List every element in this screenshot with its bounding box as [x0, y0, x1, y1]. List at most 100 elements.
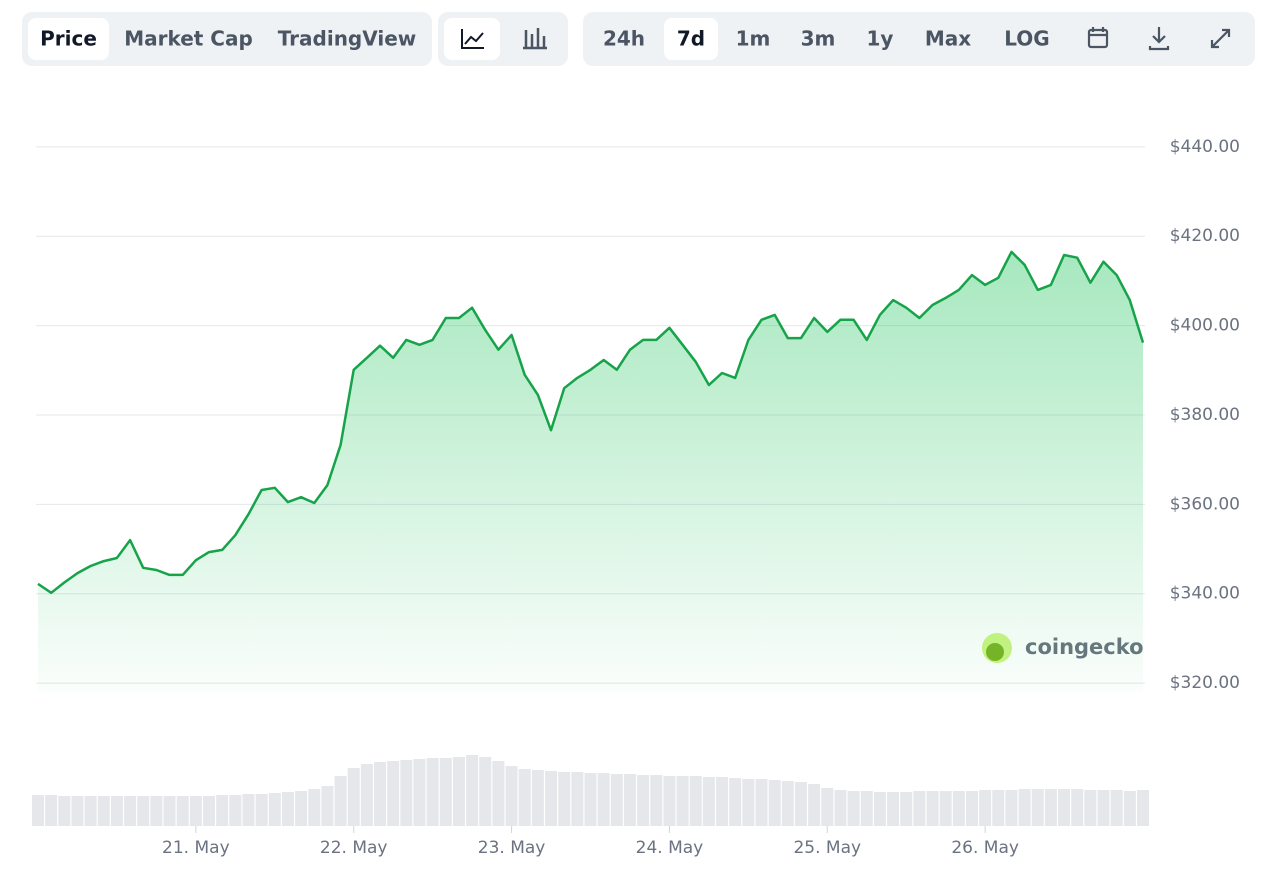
volume-bar — [45, 795, 58, 826]
volume-bar — [321, 786, 334, 826]
volume-bar — [821, 788, 834, 826]
y-tick-label: $420.00 — [1170, 226, 1240, 246]
range-button[interactable]: 7d — [677, 27, 705, 51]
volume-bar — [466, 755, 479, 826]
range-button[interactable]: 3m — [801, 27, 836, 51]
volume-bar — [992, 790, 1005, 826]
volume-bar — [637, 775, 650, 826]
view-toolbar — [22, 12, 432, 66]
volume-bar — [137, 796, 150, 826]
volume-bar — [295, 791, 308, 826]
volume-bar — [84, 796, 97, 826]
volume-bar — [216, 795, 229, 826]
volume-bar — [400, 760, 413, 826]
volume-bar — [176, 796, 189, 826]
view-button[interactable]: Market Cap — [124, 27, 253, 51]
range-button[interactable]: Max — [925, 27, 971, 51]
volume-bar — [255, 794, 268, 826]
volume-bar — [124, 796, 137, 826]
volume-bar — [716, 777, 729, 826]
volume-bar — [71, 796, 84, 826]
view-button-bg[interactable] — [28, 18, 109, 60]
volume-bar — [808, 784, 821, 826]
volume-bar — [347, 768, 360, 826]
volume-bar — [360, 764, 373, 826]
volume-bar — [1137, 790, 1149, 826]
x-tick-label: 21. May — [162, 838, 230, 858]
volume-bar — [203, 796, 216, 826]
volume-bar — [531, 770, 544, 826]
volume-bar — [189, 796, 202, 826]
volume-bar — [689, 776, 702, 826]
line-icon — [461, 29, 484, 49]
volume-bar — [1084, 790, 1097, 826]
volume-bar — [926, 791, 939, 826]
volume-bar — [492, 761, 505, 826]
calendar-icon[interactable] — [1087, 28, 1109, 49]
range-button[interactable]: LOG — [1004, 27, 1049, 51]
range-button[interactable]: 1m — [736, 27, 771, 51]
volume-bar — [1044, 789, 1057, 826]
icons — [1087, 27, 1231, 51]
volume-bar — [584, 773, 597, 826]
x-tick-label: 25. May — [793, 838, 861, 858]
volume-bar — [623, 774, 636, 826]
volume-bar — [900, 792, 913, 826]
volume-bar — [847, 791, 860, 826]
volume-bar — [426, 758, 439, 826]
volume-bar — [308, 789, 321, 826]
volume-bar — [834, 790, 847, 826]
y-tick-label: $440.00 — [1170, 137, 1240, 157]
volume-bar — [374, 762, 387, 826]
volume-bar — [439, 758, 452, 826]
candle-icon[interactable] — [523, 28, 547, 50]
volume-bar — [1071, 789, 1084, 826]
volume-bar — [1110, 790, 1123, 826]
volume-bar — [610, 774, 623, 826]
volume-bar — [110, 796, 123, 826]
view-button[interactable]: TradingView — [278, 27, 417, 51]
volume-bar — [1123, 791, 1136, 826]
volume-bar — [58, 796, 71, 826]
volume-bar — [755, 779, 768, 826]
fullscreen-icon[interactable] — [1210, 28, 1231, 49]
y-tick-label: $320.00 — [1170, 673, 1240, 693]
volume-bar — [781, 781, 794, 826]
y-tick-label: $400.00 — [1170, 316, 1240, 336]
volume-bar — [229, 795, 242, 826]
x-tick-label: 26. May — [951, 838, 1019, 858]
volume-bar — [32, 795, 44, 826]
volume-bar — [545, 771, 558, 826]
volume-bar — [413, 759, 426, 826]
y-tick-label: $340.00 — [1170, 584, 1240, 604]
range-button[interactable]: 24h — [603, 27, 645, 51]
download-icon[interactable] — [1148, 27, 1170, 51]
volume-bar — [334, 776, 347, 826]
volume-bar — [1018, 789, 1031, 826]
area — [38, 251, 1143, 692]
volume-bar — [965, 791, 978, 826]
y-tick-label: $380.00 — [1170, 405, 1240, 425]
range-button-bg[interactable] — [664, 18, 718, 60]
volume-bar — [452, 757, 465, 826]
volume-bar — [887, 792, 900, 826]
volume-bar — [558, 772, 571, 826]
volume-bar — [505, 766, 518, 826]
volume-bar — [729, 778, 742, 826]
range-button[interactable]: 1y — [867, 27, 894, 51]
volume-bar — [702, 777, 715, 826]
x-tick-label: 24. May — [636, 838, 704, 858]
view-button[interactable]: Price — [40, 27, 97, 51]
volume-bar — [650, 775, 663, 826]
volume-bar — [794, 782, 807, 826]
volume-bar — [742, 779, 755, 826]
volume-bar — [1031, 789, 1044, 826]
volume-bar — [163, 796, 176, 826]
volume-bar — [1005, 790, 1018, 826]
volume-bar — [597, 773, 610, 826]
volume-bar — [768, 780, 781, 826]
volume-bar — [518, 769, 531, 826]
x-tick-label: 22. May — [320, 838, 388, 858]
